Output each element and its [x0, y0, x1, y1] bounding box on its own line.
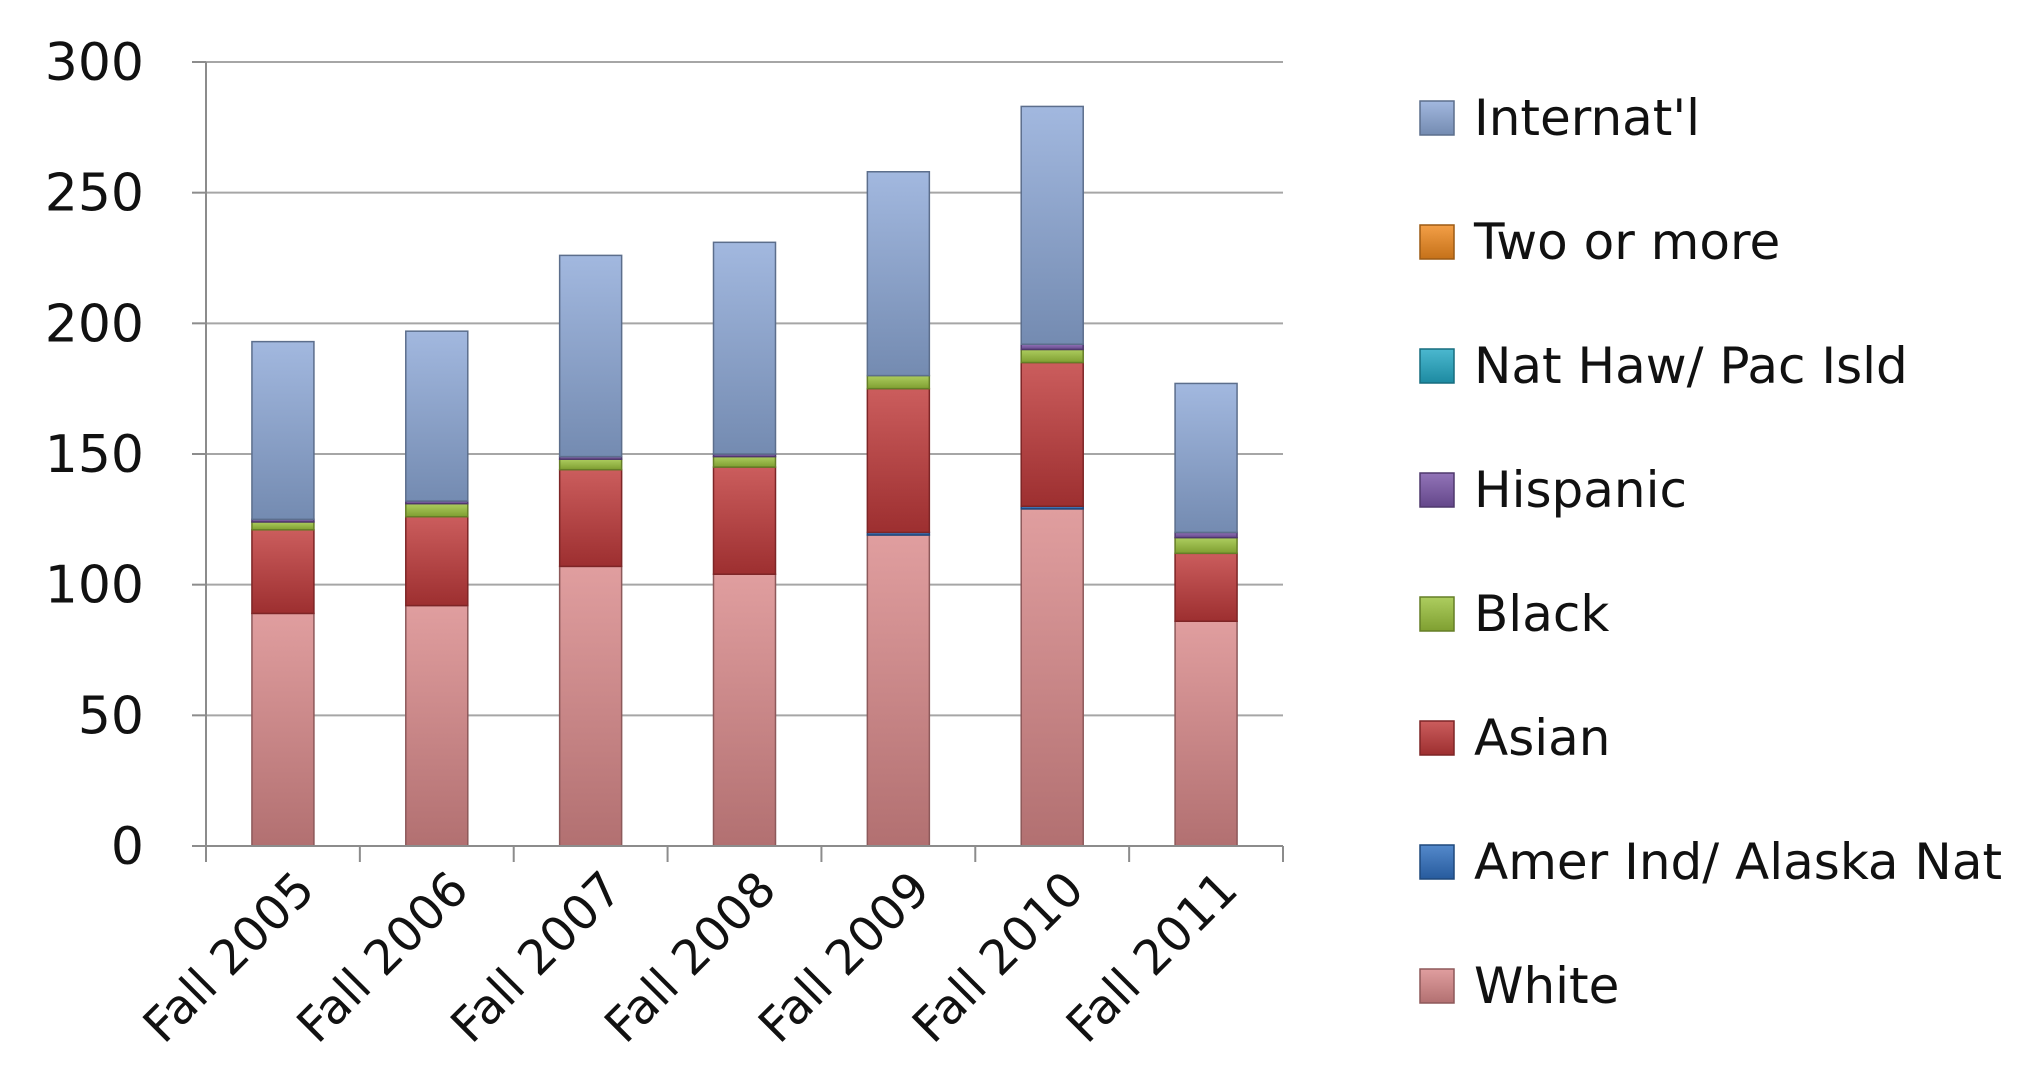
legend-label: White	[1474, 957, 1619, 1015]
bar-fall-2010-asian	[1020, 361, 1084, 508]
legend-item-hispanic: Hispanic	[1419, 461, 1687, 519]
bar-fall-2010-black	[1020, 348, 1084, 364]
bar-fall-2009-internat-l	[866, 171, 931, 377]
bar-fall-2007-white	[558, 565, 623, 847]
y-tick-label: 100	[45, 556, 144, 616]
y-tick-label: 250	[45, 164, 144, 224]
legend-label: Black	[1474, 585, 1609, 643]
bar-fall-2009-asian	[866, 387, 931, 534]
bar-fall-2009-white	[866, 534, 931, 847]
legend-label: Amer Ind/ Alaska Nat	[1474, 833, 2002, 891]
bar-fall-2010-white	[1020, 508, 1084, 847]
bar-fall-2011-asian	[1174, 552, 1238, 623]
bar-fall-2005-white	[251, 612, 315, 847]
legend-label: Internat'l	[1474, 89, 1700, 147]
bar-fall-2007-internat-l	[558, 254, 623, 458]
legend-item-internat-l: Internat'l	[1419, 89, 1700, 147]
bar-fall-2008-internat-l	[712, 241, 777, 455]
legend-label: Nat Haw/ Pac Isld	[1474, 337, 1908, 395]
legend-swatch	[1419, 720, 1455, 756]
y-tick-labels: 0 50 100 150 200 250 300	[45, 33, 144, 877]
bar-fall-2007-asian	[558, 468, 623, 568]
legend-swatch	[1419, 100, 1455, 136]
legend-swatch	[1419, 348, 1455, 384]
bar-fall-2006-white	[405, 604, 469, 847]
legend-swatch	[1419, 596, 1455, 632]
legend-item-asian: Asian	[1419, 709, 1610, 767]
legend-swatch	[1419, 968, 1455, 1004]
bar-fall-2008-white	[712, 573, 777, 847]
bar-fall-2011-hispanic	[1174, 531, 1238, 539]
legend-label: Hispanic	[1474, 461, 1687, 519]
bar-fall-2009-black	[866, 374, 931, 390]
legend-item-amer-ind-alaska-nat: Amer Ind/ Alaska Nat	[1419, 833, 2002, 891]
legend: Internat'l Two or more Nat Haw/ Pac Isld Hi…	[1419, 89, 2002, 1015]
bar-fall-2005-asian	[251, 529, 315, 615]
bar-fall-2005-black	[251, 521, 315, 531]
bars	[251, 105, 1238, 847]
legend-item-black: Black	[1419, 585, 1609, 643]
legend-item-two-or-more: Two or more	[1419, 213, 1780, 271]
y-tick-label: 0	[111, 817, 144, 877]
axes	[192, 61, 1284, 862]
bar-fall-2008-black	[712, 455, 777, 468]
y-tick-label: 150	[45, 425, 144, 485]
bar-fall-2005-internat-l	[251, 340, 315, 521]
bar-fall-2010-hispanic	[1020, 343, 1084, 351]
legend-swatch	[1419, 224, 1455, 260]
bar-fall-2011-white	[1174, 620, 1238, 847]
legend-item-white: White	[1419, 957, 1619, 1015]
y-tick-label: 50	[78, 686, 144, 746]
bar-fall-2011-internat-l	[1174, 382, 1238, 534]
y-tick-label: 200	[45, 294, 144, 354]
bar-fall-2011-black	[1174, 536, 1238, 555]
y-tick-label: 300	[45, 33, 144, 93]
legend-item-nat-haw-pac-isld: Nat Haw/ Pac Isld	[1419, 337, 1908, 395]
bar-fall-2006-asian	[405, 515, 469, 607]
bar-fall-2006-internat-l	[405, 330, 469, 502]
legend-swatch	[1419, 844, 1455, 880]
bar-fall-2008-asian	[712, 466, 777, 575]
legend-swatch	[1419, 472, 1455, 508]
x-tick-label: Fall 2011	[1056, 861, 1249, 1054]
legend-label: Asian	[1474, 709, 1610, 767]
bar-fall-2006-black	[405, 502, 469, 518]
bar-fall-2010-internat-l	[1020, 105, 1084, 345]
bar-fall-2007-black	[558, 458, 623, 471]
legend-label: Two or more	[1473, 213, 1780, 271]
